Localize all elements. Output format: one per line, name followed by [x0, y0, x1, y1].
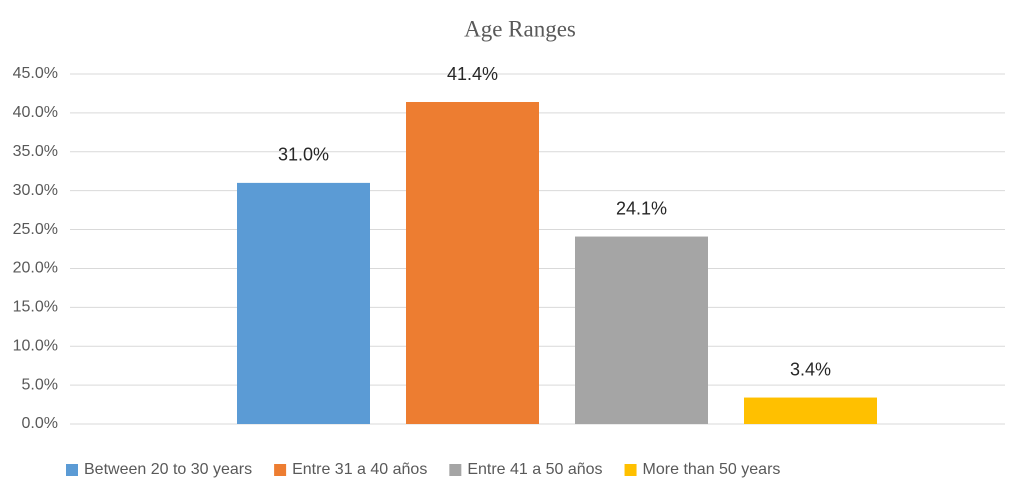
y-tick-label: 35.0%: [13, 143, 58, 160]
data-label: 31.0%: [278, 145, 329, 165]
legend-label: Entre 31 a 40 años: [292, 461, 427, 478]
y-tick-label: 20.0%: [13, 260, 58, 277]
y-tick-label: 15.0%: [13, 299, 58, 316]
data-label: 3.4%: [790, 359, 831, 379]
legend-label: More than 50 years: [643, 461, 781, 478]
bar: [406, 102, 539, 424]
bar: [744, 397, 877, 424]
bar: [575, 236, 708, 424]
legend-swatch: [624, 464, 637, 476]
legend-label: Entre 41 a 50 años: [467, 461, 602, 478]
data-label: 41.4%: [447, 64, 498, 84]
legend-swatch: [449, 464, 462, 476]
data-label: 24.1%: [616, 198, 667, 218]
legend-swatch: [66, 464, 78, 476]
y-tick-label: 40.0%: [13, 104, 58, 121]
y-tick-label: 25.0%: [13, 221, 58, 238]
legend-swatch: [274, 464, 287, 476]
y-tick-label: 45.0%: [13, 65, 58, 82]
y-tick-label: 0.0%: [22, 415, 58, 432]
y-tick-label: 10.0%: [13, 337, 58, 354]
legend-label: Between 20 to 30 years: [84, 461, 252, 478]
chart-title: Age Ranges: [464, 16, 576, 41]
y-tick-label: 30.0%: [13, 182, 58, 199]
bar: [237, 182, 370, 424]
y-tick-label: 5.0%: [22, 376, 58, 393]
